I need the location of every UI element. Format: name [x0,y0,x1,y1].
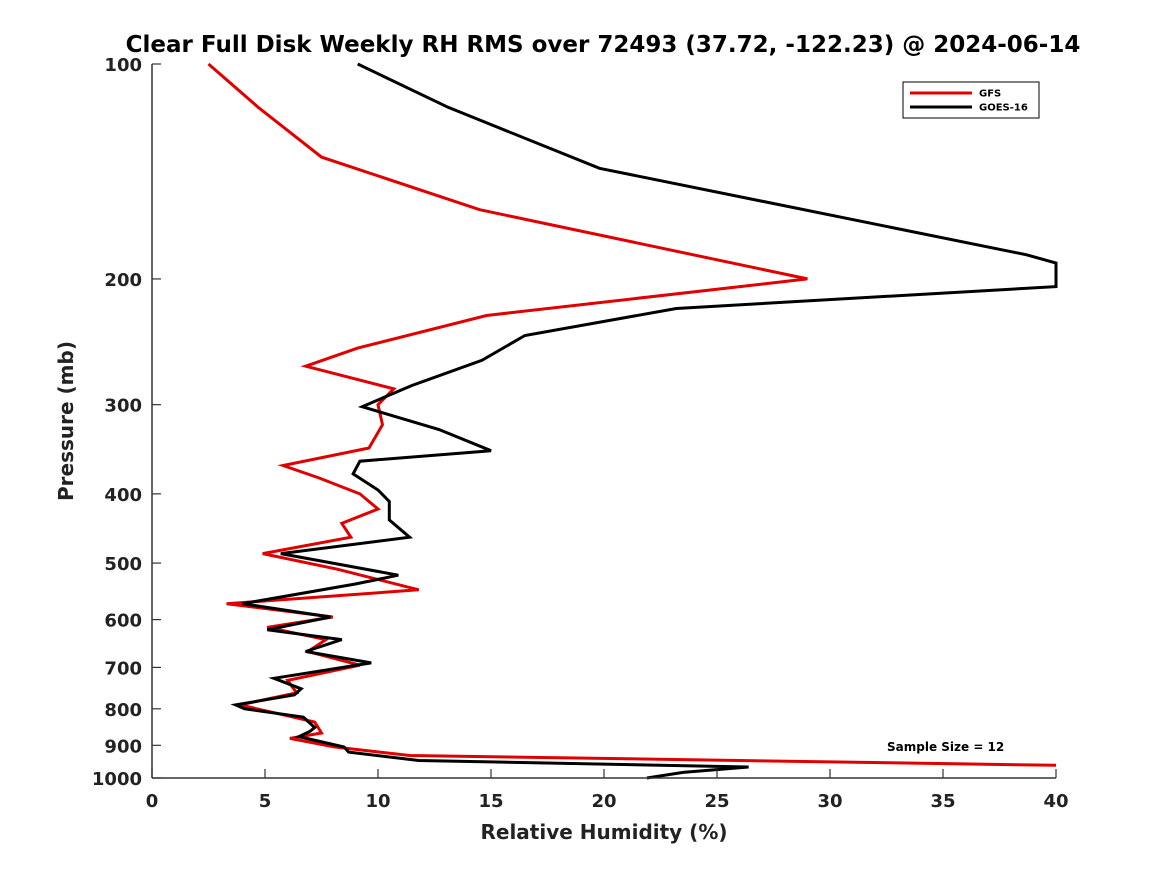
legend-box [902,81,1040,119]
y-tick-label: 500 [104,554,142,575]
y-tick-label: 300 [104,396,142,417]
y-tick-label: 900 [104,736,142,757]
series-line-gfs [207,62,1057,767]
sample-size-annotation: Sample Size = 12 [887,740,1004,754]
legend-label-gfs: GFS [979,89,1001,100]
x-tick-label: 5 [259,791,272,812]
y-axis-label: Pressure (mb) [54,341,78,501]
plot-lines [207,62,1058,780]
y-tick-label: 700 [104,658,142,679]
x-tick-label: 25 [704,791,729,812]
y-tick-label: 400 [104,485,142,506]
chart-title: Clear Full Disk Weekly RH RMS over 72493… [126,32,1081,58]
x-tick-label: 15 [478,791,503,812]
legend: GFS GOES-16 [902,81,1040,119]
y-tick-label: 600 [104,611,142,632]
y-tick-label: 800 [104,700,142,721]
y-tick-label: 1000 [92,769,142,790]
y-tick-label: 200 [104,270,142,291]
x-tick-label: 10 [365,791,390,812]
x-tick-label: 0 [146,791,159,812]
axes: 0 5 10 15 20 25 30 35 40 100 200 300 400 500 600 700 800… [92,55,1069,812]
x-axis-label: Relative Humidity (%) [480,820,727,844]
legend-label-goes-16: GOES-16 [979,103,1028,114]
x-tick-label: 20 [591,791,616,812]
series-line-goes-16 [230,62,1058,780]
x-tick-label: 35 [930,791,955,812]
y-tick-label: 100 [104,55,142,76]
x-tick-label: 30 [817,791,842,812]
x-tick-label: 40 [1043,791,1068,812]
